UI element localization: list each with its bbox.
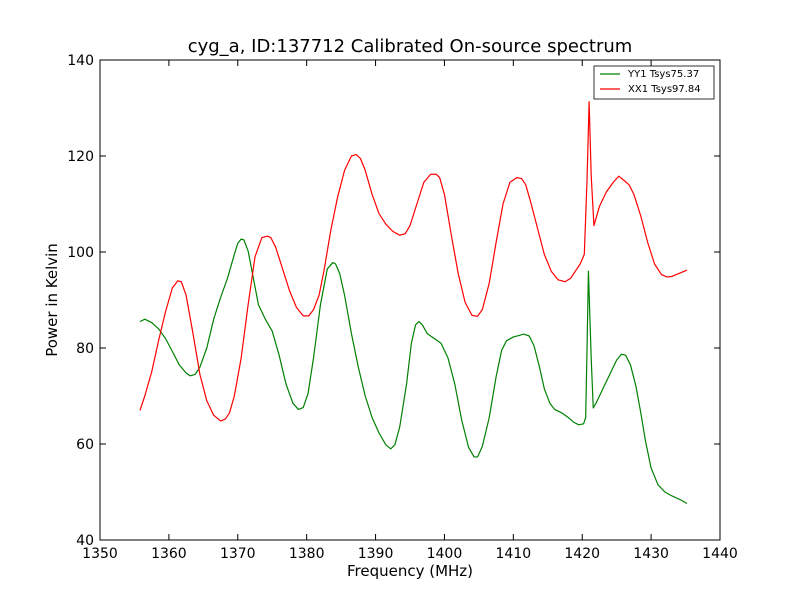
- legend-label-xx1: XX1 Tsys97.84: [628, 84, 701, 95]
- y-tick-label: 40: [76, 533, 94, 549]
- x-tick-label: 1380: [289, 546, 325, 562]
- x-tick-label: 1350: [82, 546, 118, 562]
- x-axis-label: Frequency (MHz): [347, 562, 473, 580]
- y-tick-label: 60: [76, 437, 94, 453]
- x-tick-label: 1440: [702, 546, 738, 562]
- x-tick-label: 1400: [427, 546, 463, 562]
- y-tick-label: 100: [67, 245, 94, 261]
- x-tick-label: 1370: [220, 546, 256, 562]
- chart-title: cyg_a, ID:137712 Calibrated On-source sp…: [188, 36, 633, 57]
- series-line-1: [139, 101, 688, 422]
- plot-frame: [99, 59, 721, 541]
- plot-area: [100, 60, 720, 540]
- y-axis-label: Power in Kelvin: [43, 243, 61, 357]
- series-line-0: [139, 238, 688, 505]
- legend: YY1 Tsys75.37 XX1 Tsys97.84: [593, 65, 715, 100]
- x-tick-label: 1430: [633, 546, 669, 562]
- x-tick-label: 1390: [358, 546, 394, 562]
- y-tick-label: 80: [76, 341, 94, 357]
- legend-box: [593, 65, 715, 100]
- x-tick-label: 1420: [564, 546, 600, 562]
- y-tick-label: 120: [67, 149, 94, 165]
- y-tick-label: 140: [67, 53, 94, 69]
- series-group: [139, 101, 688, 505]
- x-tick-label: 1410: [496, 546, 532, 562]
- tick-group: 1350 1360 1370 1380 1390 1400 1410 1420 1430 1440…: [67, 53, 738, 562]
- x-tick-label: 1360: [151, 546, 187, 562]
- legend-label-yy1: YY1 Tsys75.37: [627, 69, 699, 80]
